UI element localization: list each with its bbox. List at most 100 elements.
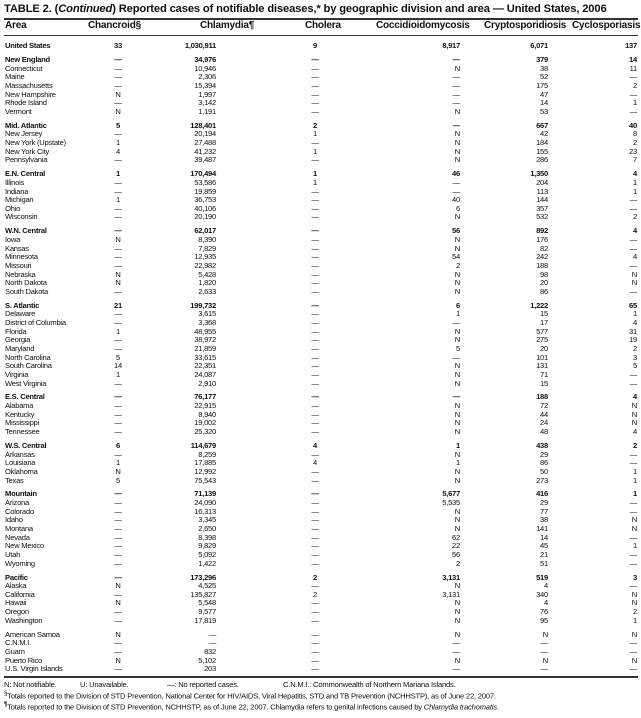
cell-chancroid: — xyxy=(114,72,122,82)
cell-chlamydia: 2,910 xyxy=(198,378,216,388)
header-area: Area xyxy=(5,20,27,31)
cell-area: United States xyxy=(5,41,51,50)
header-rule xyxy=(4,35,638,36)
cell-chancroid: — xyxy=(114,589,122,599)
table-row: Arkansas — 8,259 — N 29 — xyxy=(0,449,641,460)
cell-chancroid: N xyxy=(115,89,121,99)
cell-cryptosporidiosis: 4 xyxy=(544,598,548,608)
table-row: Puerto Rico N 5,102 — N N N xyxy=(0,656,641,666)
table-row: Illinois — 53,586 1 — 204 1 xyxy=(0,177,641,188)
cell-chancroid: — xyxy=(114,524,122,534)
table-header: Area Chancroid§ Chlamydia¶ Cholera Cocci… xyxy=(0,19,641,33)
cell-chancroid: — xyxy=(114,664,122,674)
cell-cyclosporiasis: 2 xyxy=(633,212,637,222)
cell-cholera: — xyxy=(311,212,319,222)
cell-chancroid: 6 xyxy=(116,440,120,450)
cell-area: Wisconsin xyxy=(5,212,38,222)
title-prefix: TABLE 2. ( xyxy=(4,3,59,15)
cell-chancroid: — xyxy=(114,286,122,296)
cell-coccidioidomycosis: — xyxy=(452,89,461,99)
cell-chlamydia: 2,633 xyxy=(198,286,216,296)
cell-cryptosporidiosis: 47 xyxy=(540,89,548,99)
cell-cryptosporidiosis: 273 xyxy=(536,475,548,485)
cell-cryptosporidiosis: 29 xyxy=(540,498,548,508)
cell-coccidioidomycosis: N xyxy=(454,106,460,116)
cell-cyclosporiasis: — xyxy=(629,549,638,559)
cell-cholera: — xyxy=(311,409,319,419)
cell-cyclosporiasis: 8 xyxy=(633,129,637,139)
cell-cyclosporiasis: — xyxy=(629,235,638,244)
cell-chlamydia: 17,819 xyxy=(194,615,216,625)
cell-area: Georgia xyxy=(5,335,31,345)
cell-cholera: — xyxy=(311,378,319,388)
cell-cryptosporidiosis: 113 xyxy=(536,186,549,196)
cell-area: S. Atlantic xyxy=(5,300,40,310)
cell-area: Tennessee xyxy=(5,427,40,437)
cell-cryptosporidiosis: 82 xyxy=(540,243,548,253)
cell-coccidioidomycosis: 1 xyxy=(456,458,460,468)
cell-coccidioidomycosis: 5,535 xyxy=(442,498,460,508)
header-chlamydia: Chlamydia¶ xyxy=(200,20,255,31)
cell-cyclosporiasis: — xyxy=(629,558,638,568)
cell-cryptosporidiosis: 286 xyxy=(536,155,548,165)
cell-chancroid: — xyxy=(114,63,122,73)
cell-cholera: — xyxy=(311,300,319,310)
table-row: Nebraska N 5,428 — N 98 N xyxy=(0,269,641,280)
cell-cyclosporiasis: N xyxy=(631,278,637,288)
cell-coccidioidomycosis: N xyxy=(454,378,460,388)
table-row: Alabama — 22,915 — N 72 N xyxy=(0,401,641,411)
cell-chancroid: 1 xyxy=(116,138,120,147)
cell-chlamydia: 8,259 xyxy=(198,449,216,459)
cell-coccidioidomycosis: N xyxy=(454,278,460,288)
cell-cryptosporidiosis: 519 xyxy=(536,572,548,582)
cell-cholera: — xyxy=(311,607,319,617)
cell-cyclosporiasis: 4 xyxy=(633,427,637,437)
cell-coccidioidomycosis: N xyxy=(454,401,460,411)
cell-cholera: — xyxy=(311,524,319,534)
cell-cyclosporiasis: 1 xyxy=(633,186,637,196)
cell-cholera: — xyxy=(311,203,319,213)
cell-cholera: — xyxy=(311,401,319,411)
legend-cnmi: C.N.M.I.: Commonwealth of Northern Maria… xyxy=(283,680,456,689)
cell-cryptosporidiosis: 184 xyxy=(536,138,548,147)
table-row: U.S. Virgin Islands — 203 — — — — xyxy=(0,665,641,674)
cell-cyclosporiasis: 40 xyxy=(629,120,637,130)
table-row: Massachusetts — 15,394 — — 175 2 xyxy=(0,81,641,91)
cell-cholera: — xyxy=(311,646,319,656)
cell-cryptosporidiosis: — xyxy=(540,646,549,656)
cell-chlamydia: 7,829 xyxy=(198,243,216,253)
cell-area: Alabama xyxy=(5,401,34,411)
table-row: Indiana — 19,859 — — 113 1 xyxy=(0,186,641,197)
cell-area: Connecticut xyxy=(5,63,43,73)
cell-coccidioidomycosis: — xyxy=(452,392,461,402)
cell-cryptosporidiosis: 204 xyxy=(536,177,548,187)
cell-cryptosporidiosis: 24 xyxy=(540,418,548,428)
cell-area: Nevada xyxy=(5,532,30,542)
table-row: New Hampshire N 1,997 — — 47 — xyxy=(0,89,641,100)
cell-cryptosporidiosis: 15 xyxy=(540,309,548,319)
cell-chlamydia: 173,296 xyxy=(190,572,216,582)
cell-cholera: — xyxy=(311,475,319,485)
cell-cholera: — xyxy=(311,269,319,279)
cell-cholera: — xyxy=(311,369,319,379)
cell-cholera: — xyxy=(311,326,319,336)
cell-area: Florida xyxy=(5,326,27,336)
table-row: New York (Upstate) 1 27,488 — N 184 2 xyxy=(0,138,641,148)
cell-cholera: — xyxy=(311,361,319,371)
cell-cholera: — xyxy=(311,449,319,459)
cell-cholera: — xyxy=(311,598,319,608)
cell-chancroid: — xyxy=(114,515,122,525)
cell-cholera: — xyxy=(311,226,319,236)
cell-cholera: 1 xyxy=(313,146,317,156)
cell-chlamydia: 33,615 xyxy=(194,352,216,362)
cell-chlamydia: 199,732 xyxy=(190,300,216,310)
cell-cryptosporidiosis: 667 xyxy=(536,120,548,130)
table-body: United States 33 1,030,911 9 8,917 6,071 137 Ne… xyxy=(0,41,641,674)
cell-area: New Mexico xyxy=(5,541,44,551)
cell-coccidioidomycosis: N xyxy=(454,475,460,485)
cell-chancroid: N xyxy=(115,278,121,288)
cell-cyclosporiasis: 1 xyxy=(633,615,637,625)
cell-cryptosporidiosis: 416 xyxy=(536,489,548,499)
cell-coccidioidomycosis: N xyxy=(454,466,460,476)
cell-cholera: — xyxy=(311,558,319,568)
